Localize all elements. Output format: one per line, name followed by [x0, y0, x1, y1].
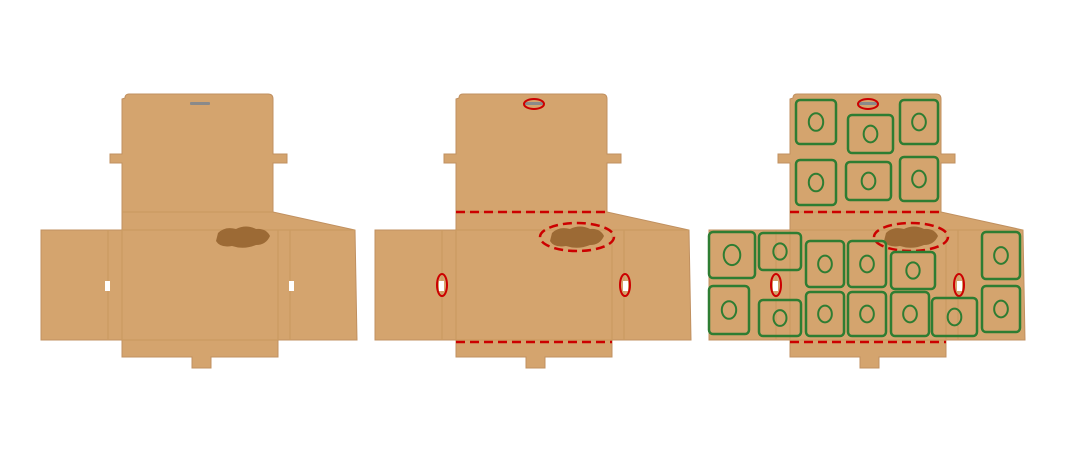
detection-box	[757, 231, 803, 272]
tab-slot	[524, 102, 544, 105]
detection-center-marker	[807, 172, 825, 193]
box-panel-detections	[707, 93, 1026, 369]
detection-box	[804, 290, 846, 338]
box-panel-defects-marked	[374, 93, 692, 369]
defect-marker-left-cutout	[770, 273, 782, 297]
cardboard-blank	[40, 93, 358, 369]
detection-center-marker	[859, 304, 875, 324]
detection-center-marker	[722, 243, 742, 267]
detection-box	[846, 290, 888, 338]
detection-box	[844, 160, 893, 202]
defect-marker-right-cutout	[619, 273, 631, 297]
side-cutout-right	[289, 281, 294, 291]
defect-marker-right-cutout	[953, 273, 965, 297]
stain-defect	[216, 226, 270, 248]
detection-center-marker	[911, 169, 927, 189]
detection-center-marker	[807, 112, 825, 132]
detection-box	[889, 290, 931, 338]
detection-box	[757, 298, 803, 338]
detection-center-marker	[817, 304, 833, 324]
defect-marker-slot	[523, 98, 545, 110]
stain-defect	[550, 226, 604, 248]
defect-marker-stain	[538, 221, 616, 253]
detection-box	[804, 239, 846, 289]
side-cutout-left	[105, 281, 110, 291]
detection-center-marker	[862, 124, 879, 144]
detection-box	[898, 155, 940, 203]
detection-box	[980, 230, 1022, 281]
detection-box	[898, 98, 940, 146]
detection-box	[980, 284, 1022, 334]
detection-box	[794, 98, 838, 146]
stain-defect	[884, 226, 938, 248]
detection-center-marker	[946, 307, 963, 327]
tab-slot	[190, 102, 210, 105]
detection-center-marker	[817, 254, 833, 274]
detection-center-marker	[772, 242, 788, 261]
detection-center-marker	[772, 309, 788, 327]
box-panel-original	[40, 93, 358, 369]
detection-box	[846, 113, 895, 155]
detection-box	[707, 230, 757, 280]
detection-box	[846, 239, 888, 289]
side-cutout-right	[623, 281, 628, 291]
side-cutout-left	[439, 281, 444, 291]
detection-box	[930, 296, 979, 338]
defect-marker-left-cutout	[436, 273, 448, 297]
cardboard-blank	[374, 93, 692, 369]
tab-slot	[858, 102, 878, 105]
detection-box	[889, 250, 937, 291]
side-cutout-left	[773, 281, 778, 291]
side-cutout-right	[957, 281, 962, 291]
detection-center-marker	[720, 300, 738, 320]
detection-center-marker	[911, 112, 927, 132]
detection-center-marker	[860, 171, 877, 191]
detection-center-marker	[859, 254, 875, 274]
detection-center-marker	[902, 304, 918, 324]
detection-center-marker	[905, 261, 921, 280]
defect-marker-slot	[857, 98, 879, 110]
detection-center-marker	[993, 246, 1009, 265]
detection-center-marker	[993, 299, 1009, 319]
detection-box	[707, 284, 751, 336]
detection-box	[794, 158, 838, 207]
